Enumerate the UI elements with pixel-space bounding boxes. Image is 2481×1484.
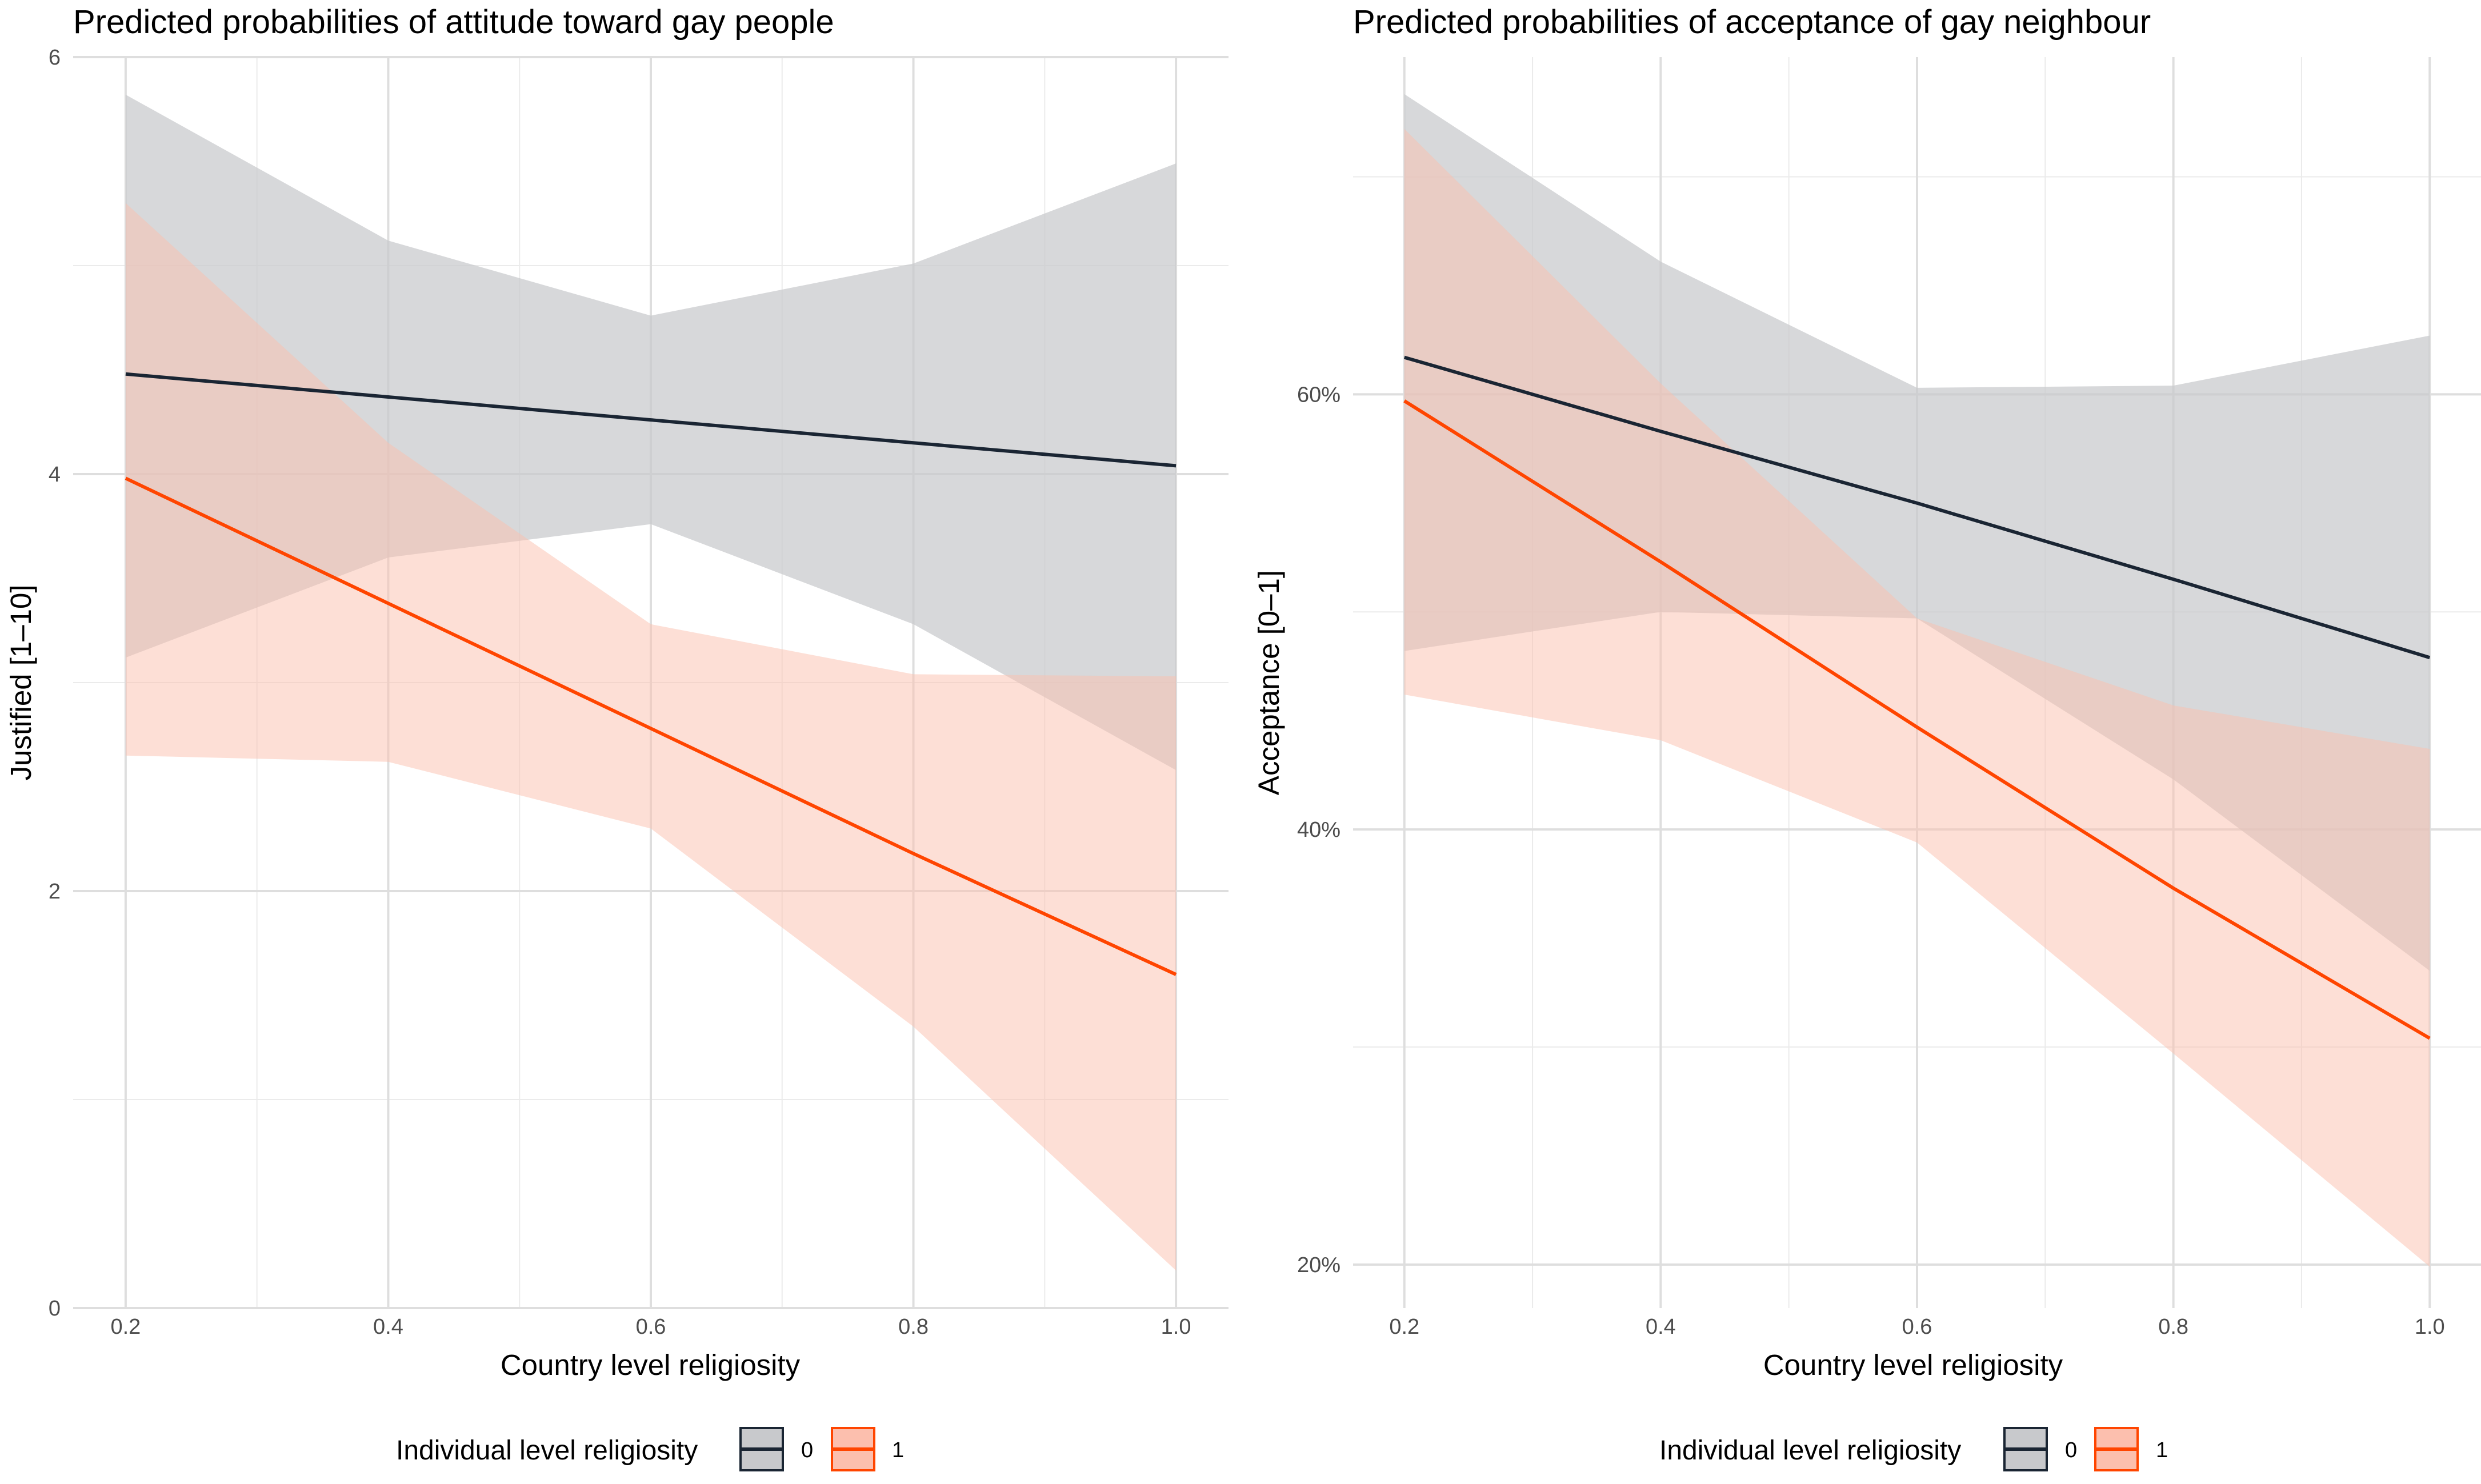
confidence-band-series-1 — [125, 203, 1177, 1271]
x-tick-label: 0.8 — [898, 1315, 929, 1339]
x-tick-label: 0.6 — [636, 1315, 666, 1339]
line-series-1 — [125, 476, 1177, 976]
x-tick-label: 1.0 — [1161, 1315, 1191, 1339]
x-axis-label: Country level religiosity — [501, 1349, 801, 1381]
line-series-0 — [125, 372, 1177, 468]
y-axis-label: Acceptance [0–1] — [1252, 570, 1285, 795]
legend-label-1: 1 — [2156, 1438, 2168, 1462]
y-tick-label: 0 — [49, 1297, 61, 1321]
legend-key-0: 0 — [739, 1427, 813, 1471]
y-tick-label: 4 — [49, 463, 61, 487]
x-tick-label: 1.0 — [2415, 1315, 2445, 1339]
chart-panel-acceptance: Predicted probabilities of acceptance of… — [1252, 3, 2481, 1381]
chart-title: Predicted probabilities of acceptance of… — [1353, 3, 2151, 41]
x-tick-label: 0.4 — [1646, 1315, 1676, 1339]
x-tick-label: 0.2 — [110, 1315, 141, 1339]
legend-title: Individual level religiosity — [1659, 1435, 1961, 1466]
y-tick-label: 20% — [1297, 1253, 1340, 1277]
y-axis-label: Justified [1–10] — [5, 584, 37, 780]
x-tick-label: 0.6 — [1902, 1315, 1932, 1339]
legend-label-0: 0 — [801, 1438, 813, 1462]
x-tick-label: 0.8 — [2158, 1315, 2188, 1339]
confidence-band-series-1 — [1404, 129, 2430, 1267]
y-tick-label: 2 — [49, 880, 61, 904]
legend: Individual level religiosity 0 1 — [1659, 1427, 2168, 1471]
y-tick-label: 40% — [1297, 818, 1340, 842]
x-tick-label: 0.2 — [1389, 1315, 1419, 1339]
x-axis-label: Country level religiosity — [1763, 1349, 2063, 1381]
chart-title: Predicted probabilities of attitude towa… — [73, 3, 834, 41]
confidence-band-series-0 — [125, 94, 1177, 771]
chart-panel-attitude: Predicted probabilities of attitude towa… — [5, 3, 1229, 1381]
legend-key-0: 0 — [2003, 1427, 2077, 1471]
y-tick-label: 60% — [1297, 383, 1340, 407]
legend-label-1: 1 — [892, 1438, 904, 1462]
legend: Individual level religiosity 0 1 — [396, 1427, 904, 1471]
legend-key-1: 1 — [831, 1427, 904, 1471]
x-tick-label: 0.4 — [373, 1315, 403, 1339]
legend-key-1: 1 — [2094, 1427, 2168, 1471]
line-series-1 — [1403, 399, 2431, 1040]
legend-label-0: 0 — [2065, 1438, 2077, 1462]
line-series-0 — [1403, 355, 2431, 660]
y-tick-label: 6 — [49, 46, 61, 70]
legend-title: Individual level religiosity — [396, 1435, 698, 1466]
